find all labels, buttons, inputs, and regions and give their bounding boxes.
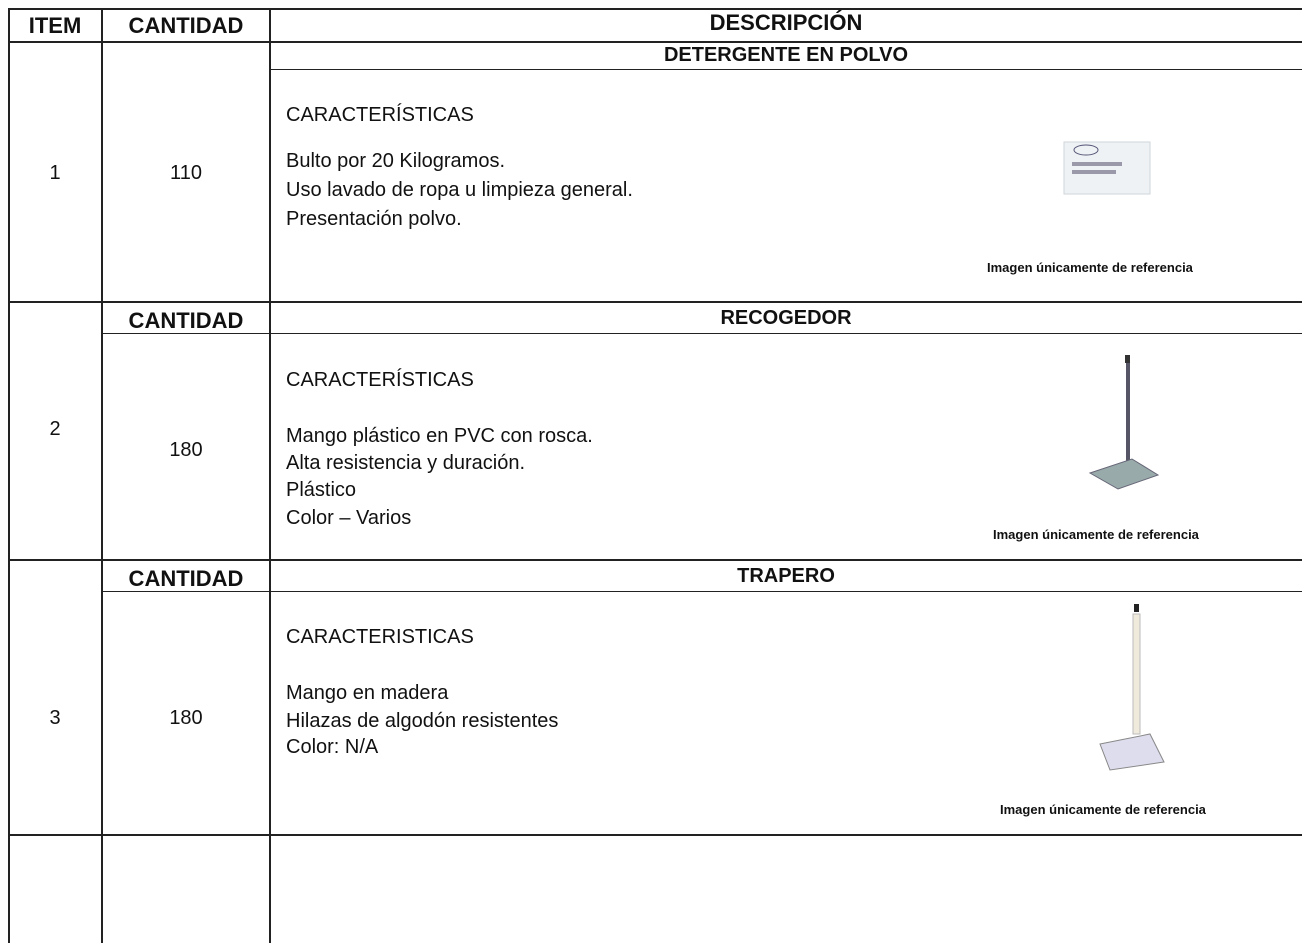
quantity-header: CANTIDAD — [128, 308, 244, 333]
header-item: ITEM — [28, 13, 82, 38]
rule — [8, 8, 1302, 10]
product-name: RECOGEDOR — [720, 307, 852, 329]
item-number: 3 — [49, 707, 61, 729]
rule — [270, 69, 1302, 70]
rule — [8, 834, 1302, 836]
feature: Alta resistencia y duración. — [286, 452, 526, 474]
image-caption: Imagen únicamente de referencia — [1000, 802, 1206, 817]
quantity: 180 — [169, 707, 203, 729]
feature: Bulto por 20 Kilogramos. — [286, 150, 506, 172]
rule — [269, 8, 271, 943]
quantity: 180 — [169, 439, 203, 461]
quantity-header: CANTIDAD — [128, 566, 244, 591]
feature: Plástico — [286, 479, 357, 501]
features-title: CARACTERÍSTICAS — [286, 104, 474, 126]
feature: Presentación polvo. — [286, 208, 462, 230]
rule — [8, 559, 1302, 561]
rule — [101, 8, 103, 943]
item-number: 1 — [49, 162, 61, 184]
features-title: CARACTERÍSTICAS — [286, 369, 474, 391]
product-image — [1099, 604, 1165, 771]
rule — [102, 333, 1302, 334]
product-name: DETERGENTE EN POLVO — [663, 44, 909, 66]
product-image — [1063, 141, 1151, 195]
feature: Mango en madera — [286, 682, 449, 704]
image-caption: Imagen únicamente de referencia — [993, 527, 1199, 542]
item-number: 2 — [49, 418, 61, 440]
image-caption: Imagen únicamente de referencia — [987, 260, 1193, 275]
rule — [8, 301, 1302, 303]
product-image — [1088, 355, 1160, 490]
rule — [102, 591, 1302, 592]
header-quantity: CANTIDAD — [128, 13, 244, 38]
rule — [8, 41, 1302, 43]
product-name: TRAPERO — [737, 565, 835, 587]
rule — [8, 8, 10, 943]
feature: Color: N/A — [286, 736, 379, 758]
feature: Uso lavado de ropa u limpieza general. — [286, 179, 633, 201]
feature: Hilazas de algodón resistentes — [286, 710, 559, 732]
features-title: CARACTERISTICAS — [286, 626, 474, 648]
feature: Mango plástico en PVC con rosca. — [286, 425, 593, 447]
feature: Color – Varios — [286, 507, 412, 529]
quantity: 110 — [170, 162, 202, 184]
header-description: DESCRIPCIÓN — [709, 10, 863, 35]
